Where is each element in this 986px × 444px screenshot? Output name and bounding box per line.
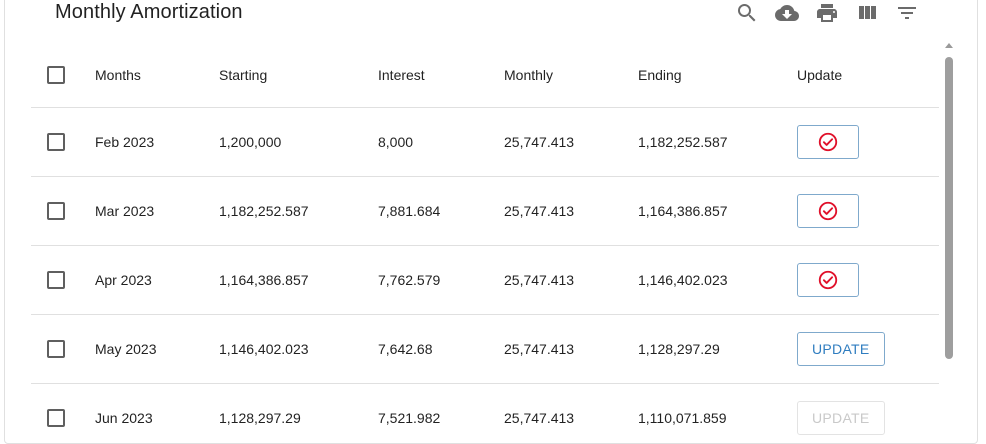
cell-months: Apr 2023 [95, 272, 152, 288]
update-done-button[interactable] [797, 194, 859, 228]
cell-monthly: 25,747.413 [504, 134, 575, 150]
table-row: Mar 2023 1,182,252.587 7,881.684 25,747.… [31, 177, 939, 246]
search-icon[interactable] [735, 1, 759, 25]
column-header-starting[interactable]: Starting [219, 67, 268, 83]
cell-interest: 8,000 [378, 134, 414, 150]
select-all-checkbox[interactable] [47, 66, 65, 84]
scrollbar-thumb[interactable] [945, 57, 953, 359]
check-circle-icon [818, 201, 838, 221]
cell-ending: 1,146,402.023 [638, 272, 728, 288]
column-header-update[interactable]: Update [797, 67, 843, 83]
column-header-ending[interactable]: Ending [638, 67, 682, 83]
table-header-row: Months Starting Interest Monthly Ending … [31, 43, 939, 108]
cell-monthly: 25,747.413 [504, 341, 575, 357]
cell-months: Mar 2023 [95, 203, 155, 219]
table-scrollbar[interactable] [943, 41, 955, 426]
cell-monthly: 25,747.413 [504, 203, 575, 219]
cell-interest: 7,642.68 [378, 341, 433, 357]
cell-interest: 7,521.982 [378, 410, 441, 426]
cell-monthly: 25,747.413 [504, 410, 575, 426]
table-row: Jun 2023 1,128,297.29 7,521.982 25,747.4… [31, 384, 939, 443]
update-button-disabled: UPDATE [797, 401, 885, 435]
cell-ending: 1,164,386.857 [638, 203, 728, 219]
cell-starting: 1,182,252.587 [219, 203, 309, 219]
cell-starting: 1,128,297.29 [219, 410, 301, 426]
row-checkbox[interactable] [47, 202, 65, 220]
row-checkbox[interactable] [47, 271, 65, 289]
cell-ending: 1,110,071.859 [638, 410, 727, 426]
table-row: Apr 2023 1,164,386.857 7,762.579 25,747.… [31, 246, 939, 315]
row-checkbox[interactable] [47, 409, 65, 427]
cell-months: May 2023 [95, 341, 157, 357]
filter-list-icon[interactable] [895, 1, 919, 25]
check-circle-icon [818, 132, 838, 152]
column-header-months[interactable]: Months [95, 67, 141, 83]
column-header-monthly[interactable]: Monthly [504, 67, 554, 83]
cell-starting: 1,200,000 [219, 134, 282, 150]
cell-interest: 7,762.579 [378, 272, 441, 288]
amortization-table: Months Starting Interest Monthly Ending … [31, 43, 939, 443]
print-icon[interactable] [815, 1, 839, 25]
view-column-icon[interactable] [855, 1, 879, 25]
cloud-download-icon[interactable] [775, 1, 799, 25]
cell-interest: 7,881.684 [378, 203, 441, 219]
update-button[interactable]: UPDATE [797, 332, 885, 366]
update-done-button[interactable] [797, 125, 859, 159]
cell-ending: 1,128,297.29 [638, 341, 720, 357]
cell-ending: 1,182,252.587 [638, 134, 728, 150]
column-header-interest[interactable]: Interest [378, 67, 425, 83]
update-done-button[interactable] [797, 263, 859, 297]
cell-starting: 1,164,386.857 [219, 272, 309, 288]
cell-monthly: 25,747.413 [504, 272, 575, 288]
row-checkbox[interactable] [47, 340, 65, 358]
table-row: Feb 2023 1,200,000 8,000 25,747.413 1,18… [31, 108, 939, 177]
cell-months: Feb 2023 [95, 134, 155, 150]
table-toolbar [735, 1, 935, 25]
cell-months: Jun 2023 [95, 410, 153, 426]
row-checkbox[interactable] [47, 133, 65, 151]
cell-starting: 1,146,402.023 [219, 341, 309, 357]
page-title: Monthly Amortization [55, 1, 243, 23]
scroll-up-arrow-icon[interactable] [945, 43, 953, 48]
table-row: May 2023 1,146,402.023 7,642.68 25,747.4… [31, 315, 939, 384]
check-circle-icon [818, 270, 838, 290]
amortization-card: Monthly Amortization Months Starting Int… [4, 0, 978, 444]
